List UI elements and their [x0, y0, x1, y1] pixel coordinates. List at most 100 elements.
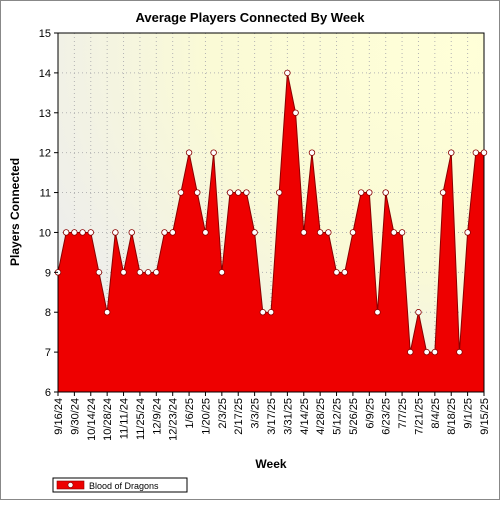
- data-point: [169, 229, 176, 236]
- x-tick-label: 6/23/25: [381, 398, 393, 435]
- data-point: [284, 69, 291, 77]
- y-tick-label: 8: [45, 307, 51, 319]
- data-point: [390, 229, 398, 236]
- x-tick-label: 9/15/25: [479, 398, 491, 435]
- data-point: [349, 229, 357, 236]
- data-point: [267, 309, 275, 316]
- data-point: [456, 348, 463, 356]
- x-tick-label: 2/3/25: [217, 398, 229, 429]
- legend-marker: [67, 482, 74, 488]
- y-tick-label: 11: [40, 188, 51, 200]
- data-point: [382, 189, 389, 196]
- data-point: [357, 189, 365, 196]
- y-tick-label: 13: [39, 108, 51, 120]
- x-tick-label: 4/14/25: [299, 398, 311, 435]
- y-tick-label: 7: [45, 347, 51, 359]
- data-point: [136, 269, 144, 276]
- data-point: [95, 269, 103, 276]
- legend: Blood of Dragons: [52, 477, 188, 493]
- x-tick-label: 3/3/25: [250, 398, 262, 429]
- x-tick-label: 3/31/25: [282, 398, 294, 435]
- data-point: [194, 189, 201, 196]
- legend-box: [52, 477, 188, 493]
- data-point: [177, 189, 185, 196]
- data-point: [153, 269, 160, 276]
- x-tick-label: 10/28/24: [102, 398, 114, 441]
- chart-title: Average Players Connected By Week: [135, 10, 365, 25]
- x-tick-label: 5/12/25: [332, 398, 344, 435]
- data-point: [128, 229, 135, 236]
- x-tick-label: 7/7/25: [397, 398, 409, 429]
- data-point: [431, 348, 439, 356]
- y-tick-label: 14: [39, 68, 51, 80]
- data-point: [308, 149, 316, 156]
- y-tick-label: 12: [39, 148, 51, 160]
- x-tick-label: 11/11/24: [119, 398, 131, 439]
- data-point: [275, 189, 283, 196]
- y-tick-label: 9: [45, 267, 51, 279]
- y-tick-label: 10: [39, 227, 51, 239]
- x-tick-label: 8/18/25: [446, 398, 458, 435]
- data-point: [366, 189, 373, 196]
- x-tick-label: 11/25/24: [135, 398, 147, 440]
- x-tick-label: 10/14/24: [86, 398, 98, 441]
- data-point: [62, 229, 70, 236]
- data-point: [472, 149, 480, 156]
- data-point: [325, 229, 332, 236]
- data-point: [333, 269, 340, 276]
- x-tick-label: 9/30/24: [69, 398, 81, 435]
- x-tick-label: 2/17/25: [233, 398, 245, 435]
- y-tick-label: 6: [45, 387, 51, 399]
- data-point: [374, 309, 381, 316]
- data-point: [316, 229, 324, 236]
- x-tick-label: 1/20/25: [200, 398, 212, 435]
- data-point: [398, 229, 406, 236]
- x-tick-label: 8/4/25: [430, 398, 442, 429]
- data-point: [243, 189, 250, 196]
- legend-label: Blood of Dragons: [89, 481, 159, 491]
- data-point: [423, 348, 430, 356]
- data-point: [407, 348, 414, 356]
- data-point: [300, 229, 307, 236]
- data-point: [87, 229, 94, 236]
- data-point: [185, 149, 193, 156]
- data-point: [464, 229, 471, 236]
- x-axis-label: Week: [255, 457, 286, 471]
- data-point: [341, 269, 348, 276]
- data-point: [210, 149, 217, 156]
- x-tick-label: 5/26/25: [348, 398, 360, 435]
- data-point: [71, 229, 78, 236]
- data-point: [480, 149, 488, 156]
- data-point: [202, 229, 209, 236]
- x-tick-label: 12/9/24: [151, 398, 163, 435]
- data-point: [112, 229, 119, 236]
- data-point: [79, 229, 86, 236]
- data-point: [226, 189, 234, 196]
- data-point: [218, 269, 226, 276]
- data-point: [439, 189, 447, 196]
- data-point: [448, 149, 455, 156]
- x-tick-label: 9/16/24: [53, 398, 65, 435]
- x-axis-ticks: 9/16/24 9/30/24 10/14/24 10/28/24 11/11/24 11…: [53, 392, 491, 441]
- data-point: [415, 309, 422, 316]
- series-markers: [54, 69, 488, 356]
- x-tick-label: 1/6/25: [184, 398, 196, 429]
- x-tick-label: 9/1/25: [463, 398, 475, 429]
- y-axis-ticks: 6 7 8 9 10 11 12 13 14 15: [39, 28, 58, 399]
- data-point: [235, 189, 242, 196]
- y-axis-label: Players Connected: [8, 158, 22, 266]
- data-point: [292, 109, 299, 116]
- x-tick-label: 3/17/25: [266, 398, 278, 435]
- data-point: [144, 269, 152, 276]
- data-point: [161, 229, 168, 236]
- x-tick-label: 12/23/24: [168, 398, 180, 441]
- y-tick-label: 15: [39, 28, 51, 40]
- data-point: [259, 309, 267, 316]
- data-point: [251, 229, 258, 236]
- data-point: [103, 309, 111, 316]
- data-point: [120, 269, 127, 276]
- x-tick-label: 6/9/25: [364, 398, 376, 429]
- x-tick-label: 4/28/25: [315, 398, 327, 435]
